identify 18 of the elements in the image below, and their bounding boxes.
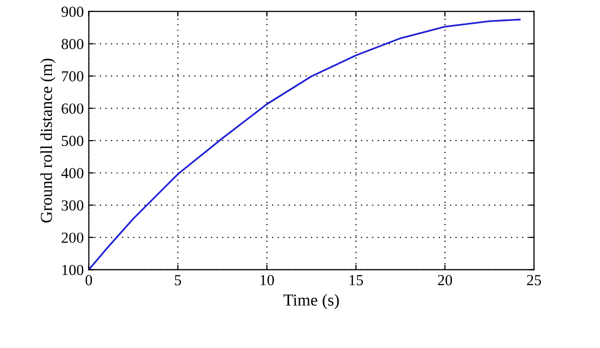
y-tick-label: 600 xyxy=(62,103,84,114)
x-tick-label: 10 xyxy=(260,275,274,286)
x-tick-label: 15 xyxy=(350,275,363,286)
x-tick-label: 25 xyxy=(527,275,542,286)
y-tick-label: 500 xyxy=(62,136,84,146)
y-tick-label: 400 xyxy=(61,168,84,178)
y-tick-label: 700 xyxy=(62,71,84,82)
y-tick-label: 800 xyxy=(62,38,84,50)
x-tick-label: 0 xyxy=(86,275,92,286)
y-tick-label: 100 xyxy=(62,264,84,276)
x-tick-label: 20 xyxy=(438,275,452,286)
y-tick-label: 300 xyxy=(62,200,84,211)
x-tick-label: 5 xyxy=(174,275,182,286)
y-axis-title: Ground roll distance (m) xyxy=(40,58,56,223)
y-tick-label: 900 xyxy=(62,6,84,17)
line-series xyxy=(88,18,521,270)
x-axis-title: Time (s) xyxy=(284,294,339,310)
y-tick-label: 200 xyxy=(62,232,84,243)
